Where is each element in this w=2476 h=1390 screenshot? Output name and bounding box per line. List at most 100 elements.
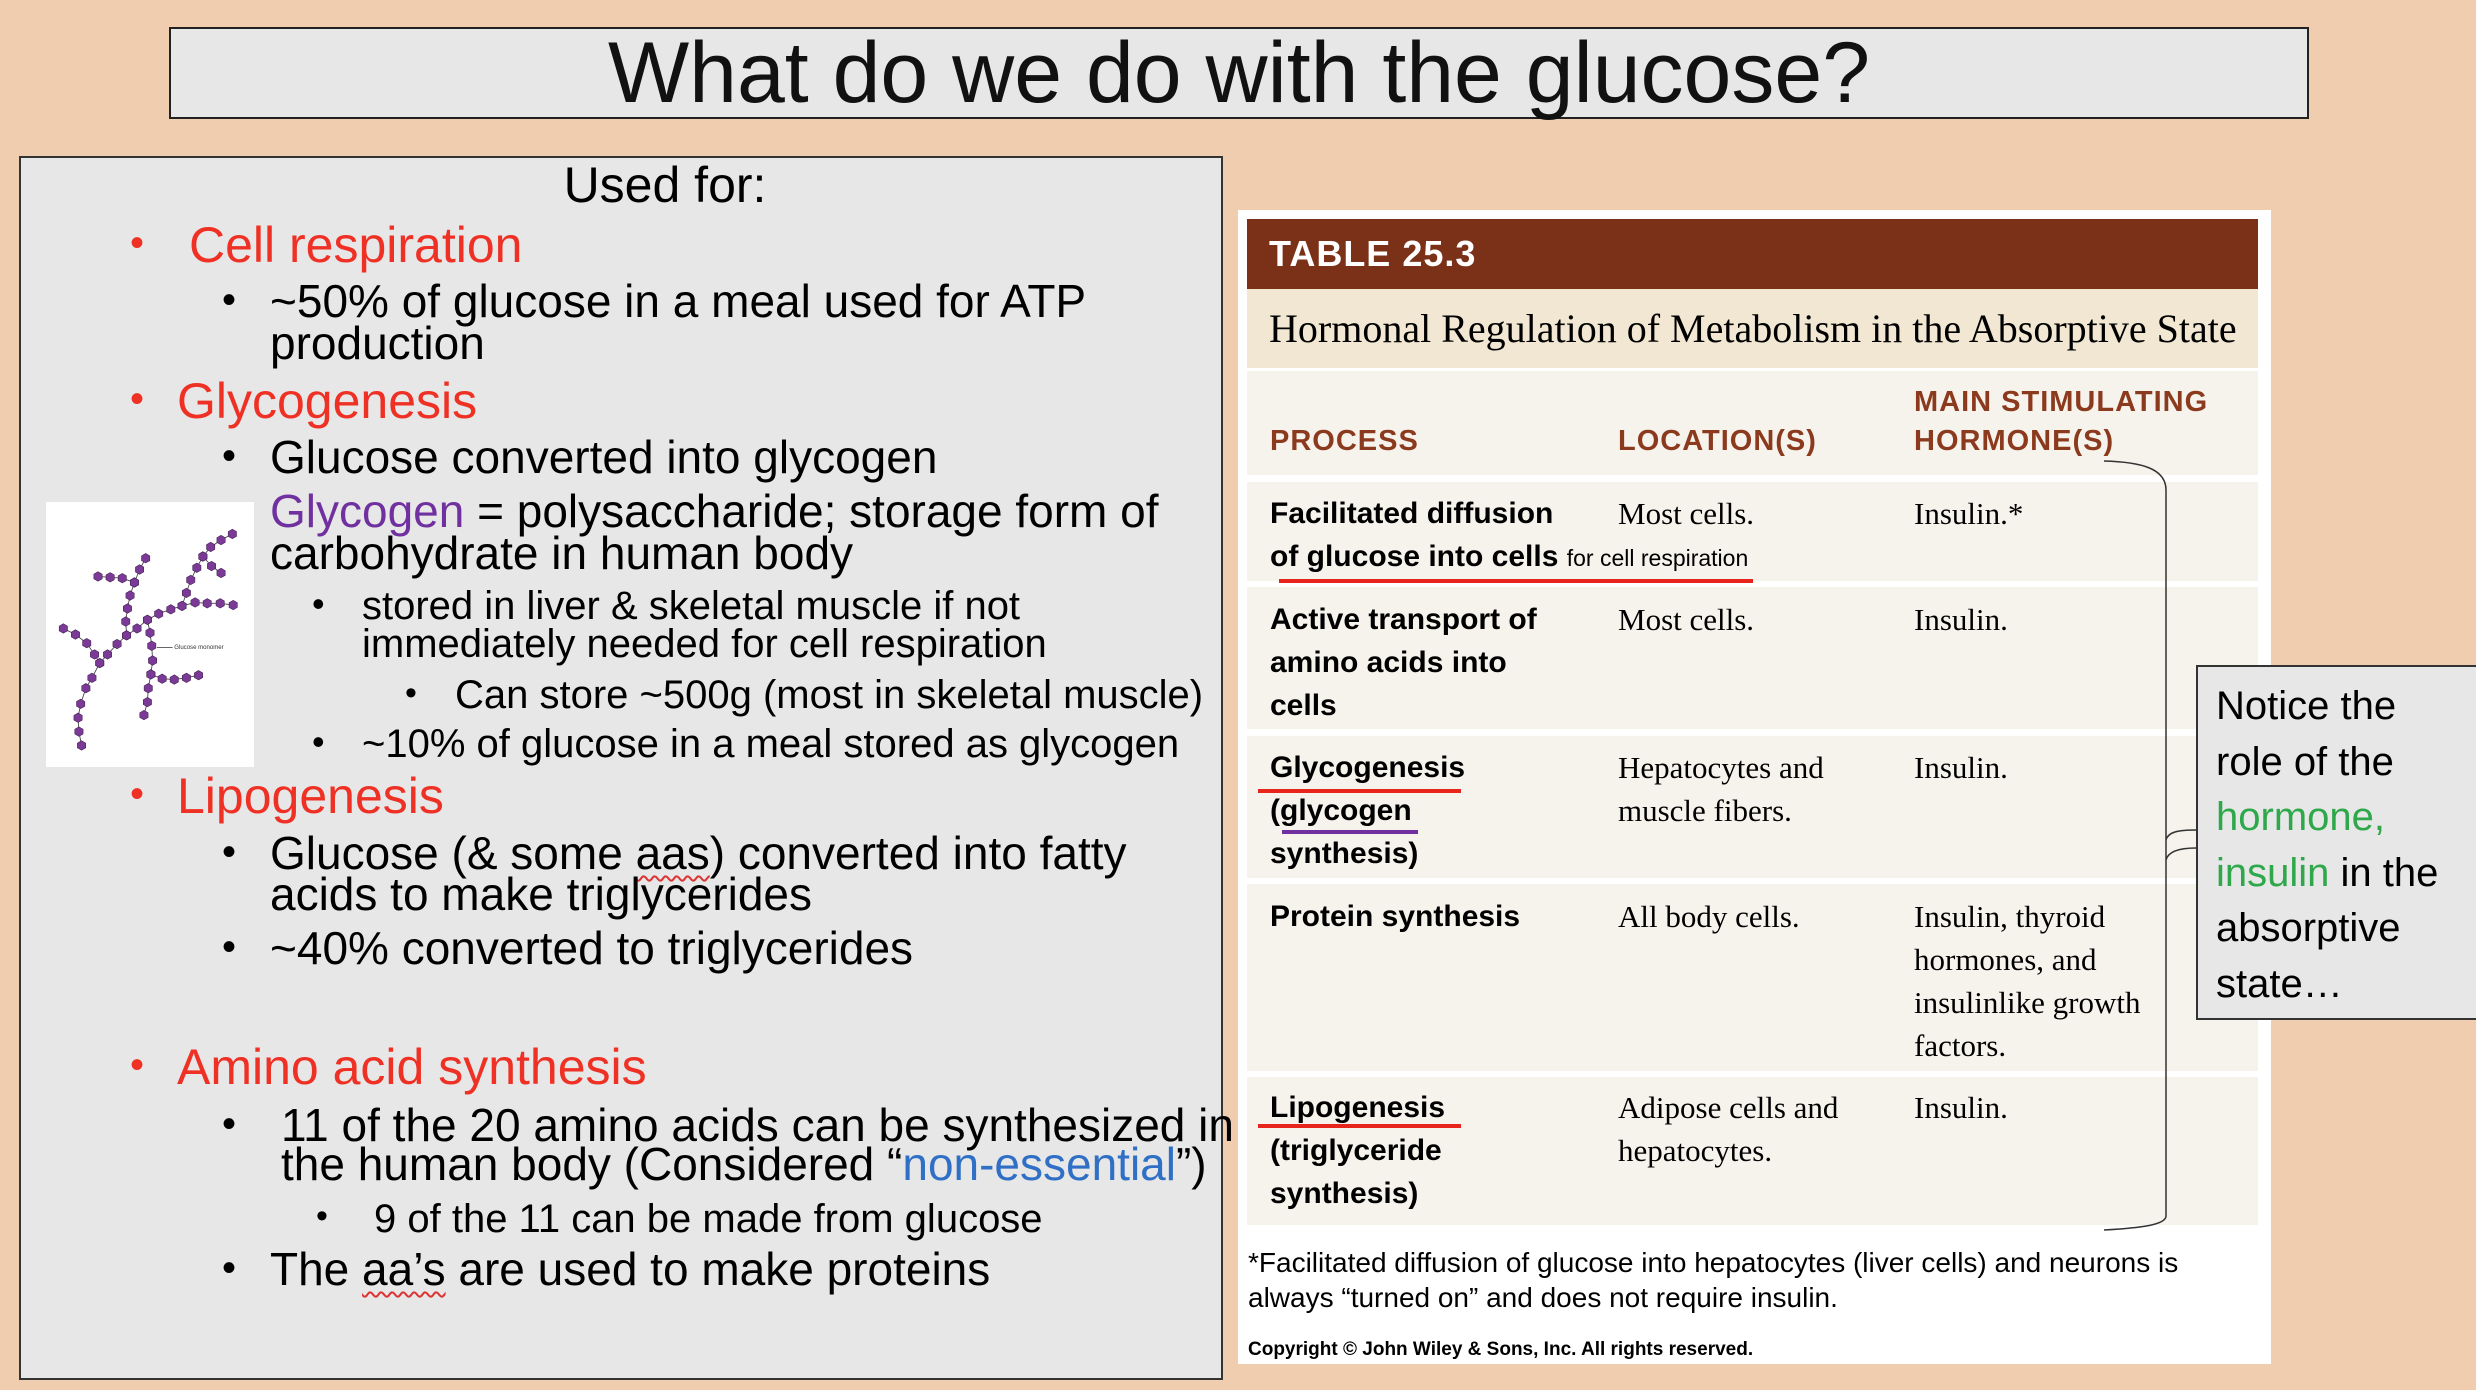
process-cell: cells — [1270, 684, 1337, 727]
hormone-cell-text: factors. — [1914, 1028, 2007, 1063]
red-underline — [1279, 579, 1753, 583]
hormone-cell-text: Insulin. — [1914, 602, 2008, 637]
glucose-monomer-hexagon — [215, 598, 225, 609]
callout-text: in the — [2329, 850, 2439, 895]
glucose-monomer-hexagon — [154, 608, 164, 619]
process-cell: Facilitated diffusion — [1270, 492, 1553, 535]
cell-resp-text-1: ~50% of glucose in a meal used for ATP — [270, 275, 1087, 327]
glucose-monomer-hexagon — [142, 697, 152, 708]
glucose-monomer-hexagon — [90, 649, 99, 660]
process-cell-text: synthesis) — [1270, 1177, 1419, 1210]
glucose-monomer-hexagon — [123, 603, 132, 614]
storage-text-2: immediately needed for cell respiration — [362, 622, 1047, 666]
glycogen-definition-2: carbohydrate in human body — [270, 527, 854, 579]
glucose-monomer-hexagon — [148, 655, 158, 666]
glucose-monomer-hexagon — [227, 528, 237, 540]
process-cell: Active transport of — [1270, 598, 1537, 641]
spellcheck-word: aa’s — [362, 1243, 446, 1295]
location-cell: All body cells. — [1618, 895, 1800, 938]
lipogenesis-heading: Lipogenesis — [177, 768, 444, 824]
glucose-monomer-hexagon — [82, 638, 92, 649]
hormone-cell: Insulin. — [1914, 1086, 2008, 1129]
slide-title: What do we do with the glucose? — [169, 27, 2309, 119]
process-note: for cell respiration — [1566, 545, 1749, 571]
glucose-monomer-hexagon — [112, 638, 122, 650]
callout-line: Notice the — [2216, 684, 2397, 728]
location-cell-text: Adipose cells and — [1618, 1090, 1839, 1125]
callout-line: role of the — [2216, 739, 2394, 784]
glucose-monomer-hexagon — [228, 599, 238, 611]
bracket-connector — [2103, 460, 2197, 1231]
hormone-cell: factors. — [1914, 1024, 2006, 1067]
hormone-cell-text: Insulin, thyroid — [1914, 899, 2106, 934]
process-cell: Glycogenesis — [1270, 746, 1465, 789]
glycogen-structure-image: Glucose monomer — [46, 502, 254, 767]
process-cell: Protein synthesis — [1270, 895, 1520, 938]
bullet-icon: • — [222, 925, 237, 969]
process-cell: of glucose into cells for cell respirati… — [1270, 535, 1748, 580]
location-cell-text: hepatocytes. — [1618, 1133, 1773, 1168]
hormone-cell: insulinlike growth — [1914, 981, 2140, 1024]
cell-respiration-heading: Cell respiration — [189, 217, 523, 273]
callout-line: insulin in the — [2216, 846, 2476, 902]
location-cell-text: Most cells. — [1618, 496, 1755, 531]
hormone-cell-text: Insulin. — [1914, 750, 2008, 785]
glucose-monomer-hexagon — [74, 726, 84, 737]
process-cell: synthesis) — [1270, 1172, 1418, 1215]
process-cell-text: Lipogenesis — [1270, 1091, 1446, 1124]
glucose-monomer-hexagon — [181, 672, 191, 683]
table-row — [1247, 884, 2258, 1071]
glycogen-diagram: Glucose monomer — [58, 528, 238, 751]
glucose-monomer-hexagon — [117, 573, 127, 584]
amino-text-2: the human body (Considered “non-essentia… — [281, 1137, 1207, 1192]
process-cell-text: (glycogen — [1270, 794, 1412, 827]
process-cell-text: cells — [1270, 689, 1337, 722]
storage-text-1: stored in liver & skeletal muscle if not — [362, 584, 1021, 628]
process-cell: amino acids into — [1270, 641, 1507, 684]
process-cell-text: synthesis) — [1270, 837, 1419, 870]
table-header-row — [1247, 371, 2258, 475]
hormone-cell: Insulin, thyroid — [1914, 895, 2105, 938]
glucose-monomer-hexagon — [190, 597, 200, 608]
bullet-icon: • — [130, 1043, 145, 1087]
glucose-monomer-hexagon — [76, 698, 86, 709]
process-cell: synthesis) — [1270, 832, 1418, 875]
glucose-monomer-hexagon — [129, 577, 139, 588]
glucose-monomer-hexagon — [81, 683, 91, 694]
callout-line: state… — [2216, 961, 2343, 1006]
col-header-hormone-line2: HORMONE(S) — [1914, 425, 2115, 457]
bullet-icon: • — [222, 1246, 237, 1290]
bullet-icon: • — [222, 830, 237, 874]
text: the human body (Considered “ — [281, 1138, 903, 1190]
glucose-monomer-hexagon — [87, 672, 97, 683]
text: are used to make proteins — [445, 1243, 991, 1295]
table-row — [1247, 482, 2258, 581]
glucose-monomer-hexagon — [73, 712, 83, 723]
glycogen-definition: Glycogen = polysaccharide; storage form … — [270, 484, 1159, 539]
bullet-icon: • — [312, 721, 325, 762]
glycogenesis-text: Glucose converted into glycogen — [270, 431, 938, 483]
used-for-heading: Used for: — [563, 157, 767, 213]
table-footnote-2: always “turned on” and does not require … — [1248, 1282, 1838, 1313]
glucose-monomer-hexagon — [194, 670, 203, 681]
process-cell-text: Facilitated diffusion — [1270, 497, 1554, 530]
cell-resp-text-2: production — [270, 317, 485, 369]
process-cell-text: Protein synthesis — [1270, 900, 1521, 933]
table-row — [1247, 587, 2258, 729]
process-cell: (glycogen — [1270, 789, 1412, 832]
hormone-cell-text: Insulin. — [1914, 1090, 2008, 1125]
location-cell: Adipose cells and — [1618, 1086, 1838, 1129]
glucose-monomer-label: Glucose monomer — [174, 645, 223, 651]
text: The — [270, 1243, 363, 1295]
bullet-icon: • — [130, 772, 145, 816]
col-header-hormone: MAIN STIMULATING HORMONE(S) — [1914, 383, 2208, 461]
glucose-monomer-hexagon — [157, 673, 167, 684]
process-cell: (triglyceride — [1270, 1129, 1442, 1172]
glucose-monomer-hexagon — [132, 623, 142, 634]
red-underline — [1258, 789, 1461, 793]
process-cell-text: Glycogenesis — [1270, 751, 1466, 784]
location-cell-text: muscle fibers. — [1618, 793, 1792, 828]
glucose-monomer-hexagon — [198, 551, 208, 562]
glucose-monomer-hexagon — [139, 710, 149, 721]
insulin-callout: Notice the role of the hormone, insulin … — [2196, 665, 2476, 1020]
